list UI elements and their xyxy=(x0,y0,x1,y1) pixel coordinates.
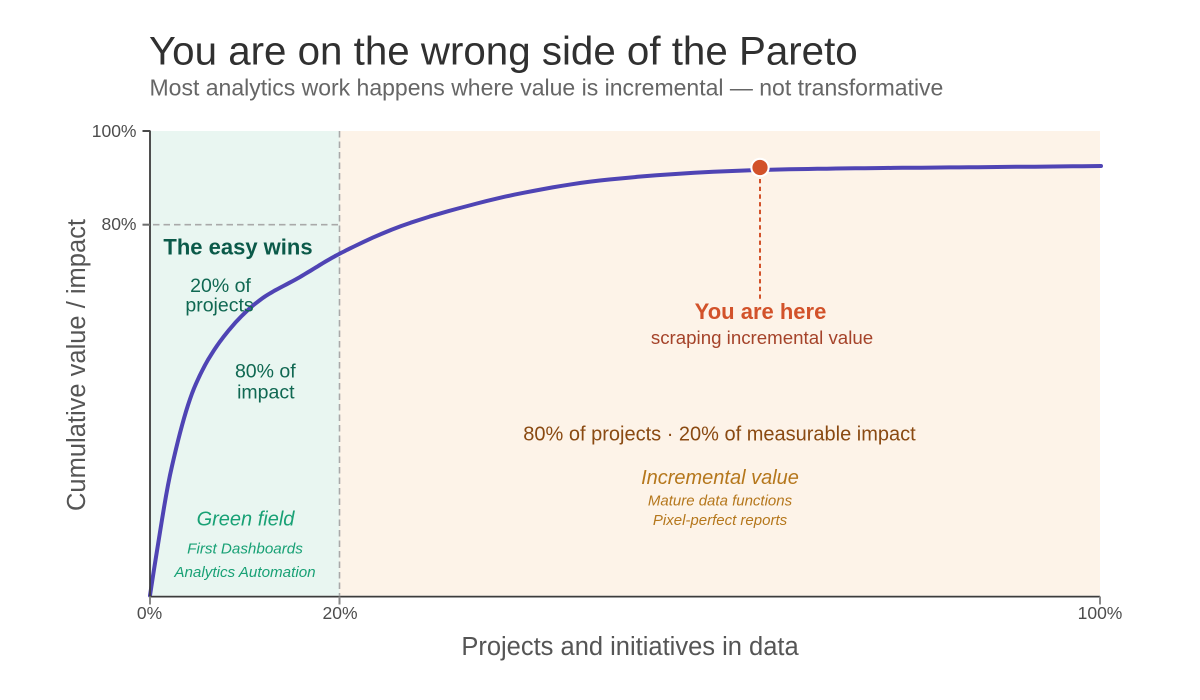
svg-text:Projects and initiatives in da: Projects and initiatives in data xyxy=(461,633,799,661)
svg-text:The easy wins: The easy wins xyxy=(163,235,312,260)
svg-text:Incremental value: Incremental value xyxy=(641,467,799,489)
svg-text:20% of: 20% of xyxy=(190,275,251,297)
svg-text:Analytics Automation: Analytics Automation xyxy=(173,564,315,581)
svg-text:80% of: 80% of xyxy=(235,360,296,382)
svg-text:Green field: Green field xyxy=(197,509,296,531)
svg-text:projects: projects xyxy=(185,295,254,317)
svg-text:Mature data functions: Mature data functions xyxy=(648,493,793,510)
svg-text:Cumulative value / impact: Cumulative value / impact xyxy=(63,219,91,511)
svg-text:First Dashboards: First Dashboards xyxy=(187,541,303,558)
svg-text:80%: 80% xyxy=(101,214,136,234)
svg-text:80% of projects · 20% of measu: 80% of projects · 20% of measurable impa… xyxy=(523,423,916,445)
svg-text:You are here: You are here xyxy=(695,299,827,324)
svg-text:100%: 100% xyxy=(1078,603,1123,623)
svg-text:impact: impact xyxy=(237,381,295,403)
svg-text:20%: 20% xyxy=(322,603,357,623)
svg-text:0%: 0% xyxy=(137,603,162,623)
svg-text:Pixel-perfect reports: Pixel-perfect reports xyxy=(653,512,788,529)
svg-text:scraping incremental value: scraping incremental value xyxy=(651,327,873,348)
svg-text:You are on the wrong side of t: You are on the wrong side of the Pareto xyxy=(149,29,858,74)
svg-text:100%: 100% xyxy=(92,121,137,141)
svg-text:Most analytics work happens wh: Most analytics work happens where value … xyxy=(150,75,944,101)
